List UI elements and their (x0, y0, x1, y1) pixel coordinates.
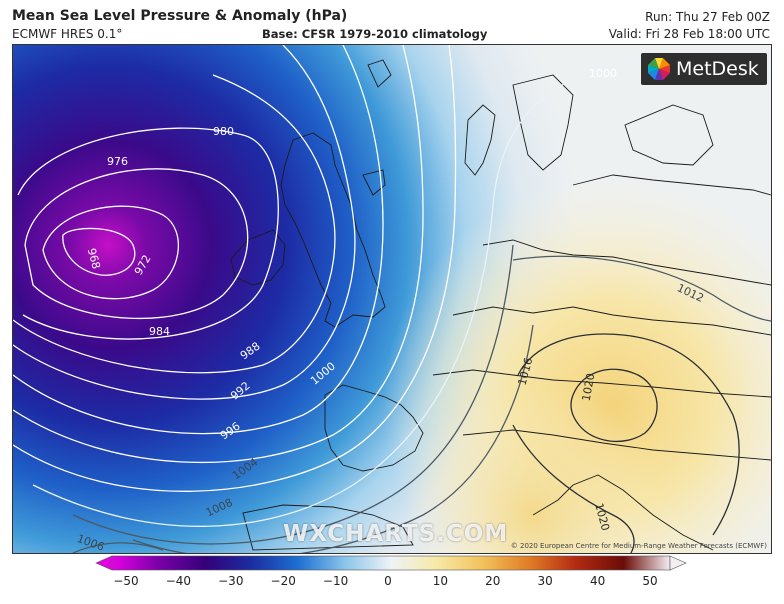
model-label: ECMWF HRES 0.1° (12, 27, 123, 41)
isobar-label: 968 (85, 247, 103, 271)
logo-text: MetDesk (676, 58, 759, 80)
isobar-label: 980 (213, 125, 234, 138)
map-canvas: 1000 980 976 972 968 984 988 992 996 100… (13, 45, 771, 553)
coastlines (230, 59, 771, 551)
climatology-base-label: Base: CFSR 1979-2010 climatology (262, 27, 488, 41)
copyright-notice: © 2020 European Centre for Medium-Range … (510, 542, 767, 550)
colorbar-tick-label: 10 (433, 574, 448, 588)
colorbar-svg: −50 −40 −30 −20 −10 0 10 20 30 40 50 (95, 555, 687, 588)
colorbar-tick-label: −10 (323, 574, 348, 588)
metdesk-logo: MetDesk (641, 53, 767, 85)
isobar-label: 1020 (580, 372, 598, 402)
colorbar-right-arrow (669, 555, 687, 571)
isobar-label: 1000 (589, 67, 617, 80)
run-time-label: Run: Thu 27 Feb 00Z (645, 10, 770, 24)
colorbar-tick-label: −40 (166, 574, 191, 588)
colorbar-tick-label: 50 (642, 574, 657, 588)
colorbar-tick-label: −20 (271, 574, 296, 588)
isobars (13, 45, 771, 553)
colorbar-tick-label: −50 (113, 574, 138, 588)
pressure-anomaly-map[interactable]: 1000 980 976 972 968 984 988 992 996 100… (12, 44, 772, 554)
colorbar-tick-label: 0 (384, 574, 392, 588)
isobar-label: 976 (107, 155, 128, 168)
isobar-label: 984 (149, 325, 170, 338)
colorbar-tick-label: 40 (590, 574, 605, 588)
colorbar-tick-label: −30 (218, 574, 243, 588)
colorbar-tick-label: 30 (538, 574, 553, 588)
metdesk-burst-logo-icon (648, 58, 670, 80)
colorbar-gradient (111, 555, 671, 571)
colorbar-left-arrow (95, 555, 113, 571)
watermark: WXCHARTS.COM (283, 521, 509, 547)
chart-title: Mean Sea Level Pressure & Anomaly (hPa) (12, 8, 348, 24)
colorbar: −50 −40 −30 −20 −10 0 10 20 30 40 50 (0, 554, 784, 600)
colorbar-tick-label: 20 (485, 574, 500, 588)
valid-time-label: Valid: Fri 28 Feb 18:00 UTC (608, 27, 770, 41)
